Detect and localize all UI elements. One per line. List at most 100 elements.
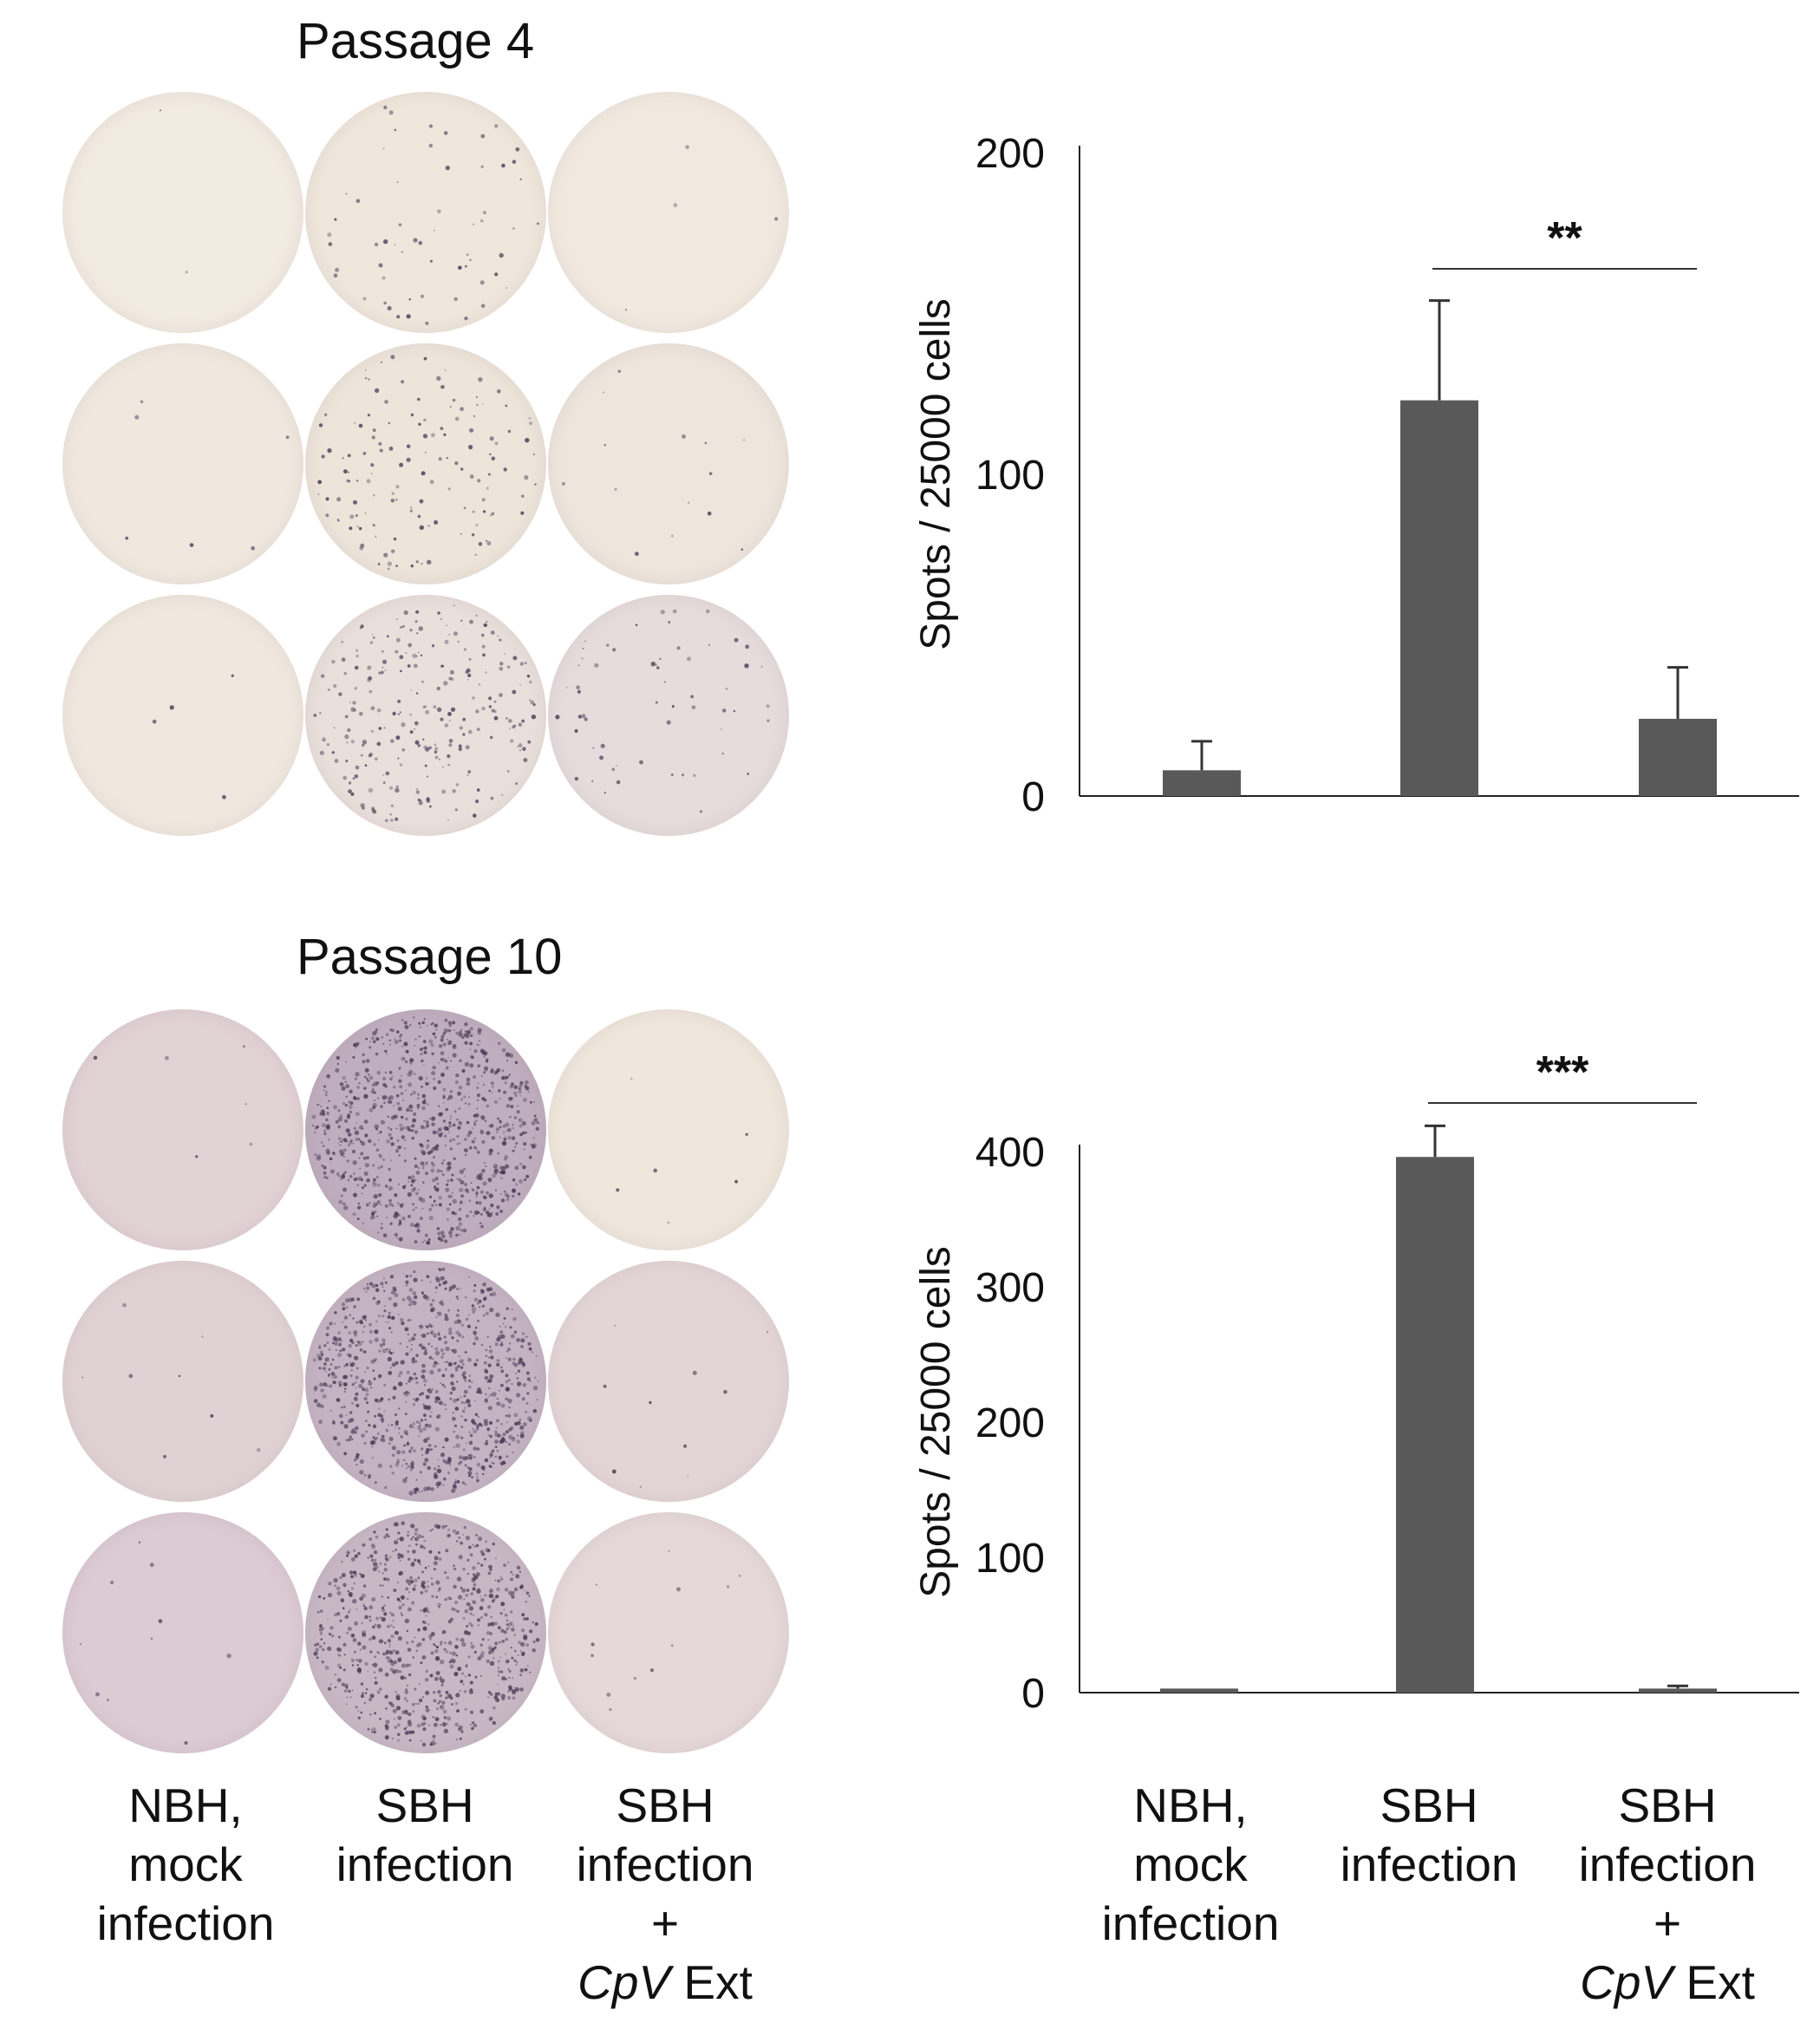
spot (397, 1698, 401, 1700)
spot (514, 1093, 518, 1098)
spot (499, 1458, 501, 1460)
spot (365, 1077, 369, 1080)
spot (396, 1202, 400, 1205)
spot (415, 790, 420, 794)
spot (392, 1708, 397, 1713)
spot (388, 1178, 392, 1181)
y-tick-label: 100 (975, 1536, 1045, 1582)
spot (465, 1034, 470, 1039)
spot (521, 1120, 526, 1126)
spot (460, 1194, 464, 1198)
spot (372, 1436, 375, 1439)
spot (348, 1100, 351, 1104)
spot (399, 626, 402, 629)
spot (325, 1125, 330, 1130)
spot (79, 1643, 82, 1646)
spot (519, 1419, 521, 1421)
spot (421, 1369, 426, 1374)
spot (345, 1685, 349, 1687)
spot (433, 1722, 438, 1727)
spot (388, 1327, 391, 1330)
spot (334, 219, 337, 221)
spot (383, 1577, 387, 1581)
spot (501, 1171, 506, 1174)
spot (430, 1307, 435, 1312)
spot (392, 1204, 395, 1207)
spot (487, 473, 491, 476)
spot (502, 1432, 506, 1437)
spot (390, 1703, 395, 1708)
spot (532, 703, 536, 707)
spot (369, 1637, 372, 1641)
spot (322, 1648, 325, 1652)
spot (476, 1425, 479, 1429)
spot (388, 1424, 389, 1426)
spot (431, 1071, 436, 1076)
spot (507, 1696, 512, 1700)
spot (434, 1035, 437, 1039)
spot (438, 1336, 442, 1341)
well-r3-c1 (62, 1512, 303, 1753)
spot (387, 561, 392, 566)
spot (488, 1208, 491, 1210)
spot (374, 1438, 377, 1441)
spot (473, 813, 477, 818)
spot (375, 1288, 380, 1292)
spot (362, 1602, 365, 1605)
spot (325, 513, 329, 518)
spot (375, 1437, 378, 1439)
spot (373, 1550, 378, 1555)
spot (440, 1302, 445, 1307)
spot (473, 1400, 476, 1402)
spot (375, 1481, 377, 1484)
spot (359, 1573, 362, 1576)
spot (509, 1426, 514, 1431)
spot (427, 1238, 431, 1241)
spot (395, 1413, 396, 1416)
spot (383, 1536, 387, 1539)
spot (378, 671, 382, 675)
spot (502, 1322, 505, 1325)
spot (473, 1456, 476, 1458)
spot (380, 1282, 384, 1286)
spot (442, 1484, 445, 1486)
spot (531, 715, 537, 720)
spot (447, 754, 450, 758)
spot (477, 1028, 482, 1033)
spot (473, 1289, 476, 1293)
spot (394, 1293, 399, 1297)
spot (400, 1092, 404, 1095)
spot (346, 1159, 349, 1163)
spot (505, 1387, 511, 1392)
spot (465, 745, 470, 750)
spot (485, 1069, 487, 1072)
spot (484, 1099, 487, 1102)
spot (436, 1468, 442, 1473)
spot (455, 1637, 459, 1641)
spot (374, 1100, 376, 1101)
spot (319, 1632, 323, 1635)
spot (336, 1062, 339, 1066)
spot (342, 1152, 345, 1155)
spot (445, 1107, 448, 1112)
spot (184, 1741, 188, 1745)
spot (476, 1447, 480, 1451)
spot (499, 1098, 501, 1100)
spot (611, 1469, 616, 1474)
spot (522, 1365, 525, 1368)
spot (339, 1576, 342, 1579)
spot (401, 1450, 406, 1454)
spot (503, 1563, 506, 1567)
spot (425, 1705, 428, 1709)
spot (466, 253, 469, 257)
spot (396, 1598, 400, 1602)
spot (417, 1641, 422, 1647)
spot (479, 1709, 485, 1714)
spot (383, 1604, 387, 1607)
spot (435, 1187, 440, 1192)
spot (440, 427, 444, 430)
spot (351, 1401, 353, 1404)
spot (323, 1129, 326, 1132)
spot (454, 1406, 460, 1411)
spot (489, 1588, 493, 1593)
